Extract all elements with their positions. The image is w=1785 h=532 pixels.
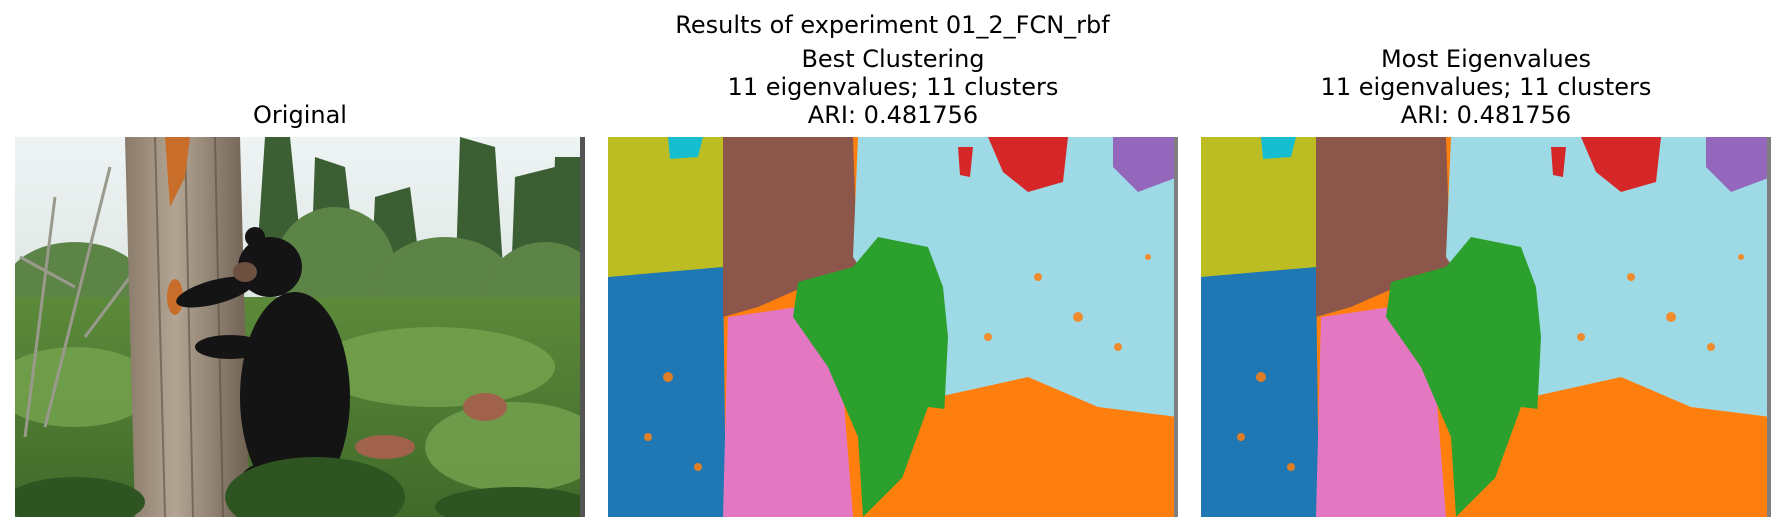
clustering-map-best xyxy=(608,137,1178,517)
figure-suptitle: Results of experiment 01_2_FCN_rbf xyxy=(675,11,1110,39)
bear-photo-illustration xyxy=(15,137,585,517)
panel-best-clustering-title-line-1: Best Clustering xyxy=(801,45,985,73)
original-photo xyxy=(15,137,585,517)
panel-best-clustering-title: Best Clustering 11 eigenvalues; 11 clust… xyxy=(608,45,1178,129)
panel-most-eigenvalues-title-line-1: Most Eigenvalues xyxy=(1380,45,1592,73)
clustering-map-most-eigenvalues xyxy=(1201,137,1771,517)
panel-most-eigenvalues-title-line-2: 11 eigenvalues; 11 clusters xyxy=(1320,73,1652,101)
segmentation-most-eigenvalues xyxy=(1201,137,1771,517)
panel-best-clustering-title-line-3: ARI: 0.481756 xyxy=(807,101,979,129)
panel-original-title-line-1: Original xyxy=(253,101,347,129)
panel-most-eigenvalues-title-line-3: ARI: 0.481756 xyxy=(1400,101,1572,129)
panel-original-title: Original xyxy=(15,101,585,129)
segmentation-best xyxy=(608,137,1178,517)
panel-most-eigenvalues-title: Most Eigenvalues 11 eigenvalues; 11 clus… xyxy=(1201,45,1771,129)
panel-best-clustering-title-line-2: 11 eigenvalues; 11 clusters xyxy=(727,73,1059,101)
